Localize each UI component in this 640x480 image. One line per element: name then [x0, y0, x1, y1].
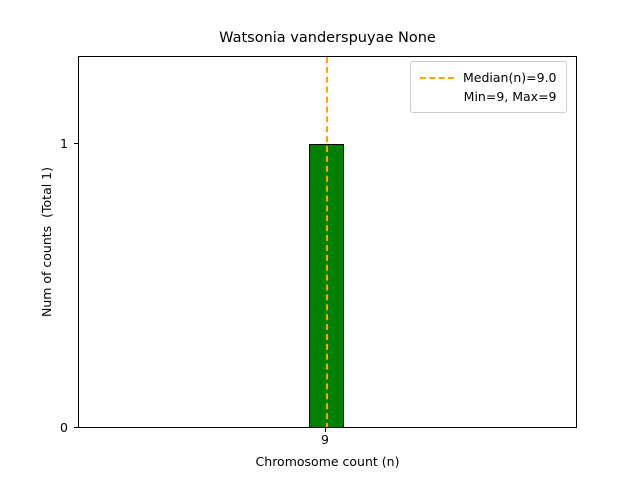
- ytick-label-0: 0: [60, 420, 68, 435]
- blank-handle-icon: [421, 91, 455, 103]
- legend: Median(n)=9.0 Min=9, Max=9: [410, 61, 567, 113]
- y-axis-label: Num of counts (Total 1): [39, 166, 54, 318]
- plot-area: [78, 56, 577, 428]
- y-axis-label-wrapper: Num of counts (Total 1): [38, 56, 56, 428]
- legend-label-median: Median(n)=9.0: [463, 70, 557, 85]
- dashed-line-icon: [420, 72, 454, 84]
- x-axis-label: Chromosome count (n): [255, 454, 400, 469]
- xtick-mark-9: [324, 428, 326, 432]
- xtick-label-9: 9: [321, 432, 329, 447]
- median-line: [326, 57, 328, 427]
- legend-label-minmax: Min=9, Max=9: [463, 89, 557, 104]
- page-title: Watsonia vanderspuyae None: [219, 30, 436, 46]
- legend-item-minmax: Min=9, Max=9: [420, 87, 557, 106]
- legend-item-median: Median(n)=9.0: [420, 68, 557, 87]
- ytick-mark-0: [74, 427, 78, 429]
- ytick-label-1: 1: [60, 136, 68, 151]
- ytick-mark-1: [74, 143, 78, 145]
